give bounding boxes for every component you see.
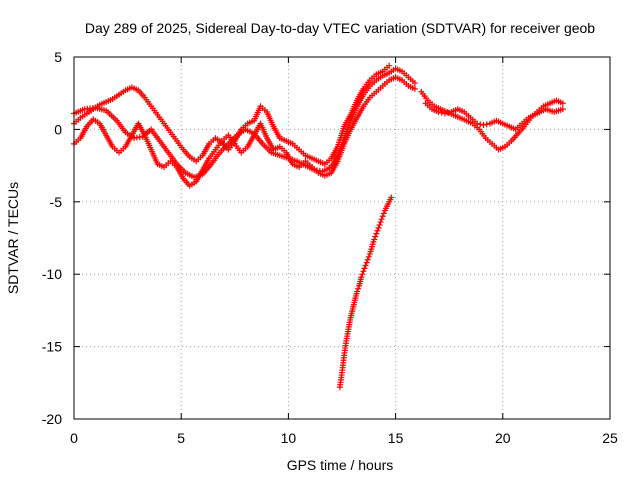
data-point: [411, 80, 418, 87]
data-point: [474, 120, 481, 127]
data-point: [373, 230, 380, 237]
plot-frame: [73, 56, 611, 420]
data-point-interp: [355, 285, 362, 292]
x-tick-label: 0: [70, 430, 78, 446]
x-axis-label: GPS time / hours: [287, 457, 394, 473]
data-point: [435, 109, 442, 116]
data-point: [386, 62, 393, 69]
data-point-interp: [365, 253, 372, 260]
data-point-interp: [376, 221, 383, 228]
y-tick-label: -20: [42, 411, 62, 427]
y-tick-label: -5: [50, 194, 63, 210]
x-tick-label: 5: [177, 430, 185, 446]
data-point-interp: [374, 227, 381, 234]
grid-lines: [74, 57, 610, 419]
chart-title: Day 289 of 2025, Sidereal Day-to-day VTE…: [85, 20, 595, 36]
data-point: [377, 219, 384, 226]
data-point-interp: [378, 216, 385, 223]
data-point-interp: [483, 121, 490, 128]
data-point: [388, 194, 395, 201]
x-tick-label: 10: [281, 430, 297, 446]
data-point: [358, 274, 365, 281]
data-points: [71, 62, 566, 391]
y-tick-label: -15: [42, 339, 62, 355]
data-point: [480, 122, 487, 129]
data-point: [441, 110, 448, 117]
y-axis-label: SDTVAR / TECUs: [5, 182, 21, 294]
data-point: [371, 236, 378, 243]
data-point: [559, 106, 566, 113]
data-point: [364, 256, 371, 263]
data-point-interp: [372, 233, 379, 240]
data-point: [360, 268, 367, 275]
x-tick-label: 25: [602, 430, 618, 446]
data-point: [354, 288, 361, 295]
data-point-interp: [359, 271, 366, 278]
x-tick-label: 20: [495, 430, 511, 446]
data-point: [379, 213, 386, 220]
y-tick-label: 5: [54, 49, 62, 65]
data-point: [362, 262, 369, 269]
y-tick-label: 0: [54, 121, 62, 137]
data-point-interp: [477, 121, 484, 128]
data-point-interp: [361, 265, 368, 272]
data-point-interp: [363, 259, 370, 266]
y-tick-label: -10: [42, 266, 62, 282]
x-tick-label: 15: [388, 430, 404, 446]
data-point: [375, 224, 382, 231]
data-point: [559, 100, 566, 107]
data-point-interp: [438, 109, 445, 116]
data-point: [411, 85, 418, 92]
data-point-interp: [380, 210, 387, 217]
axis-ticks: 0 5 10 15 20 25 -20 -15 -10 -5 0 5: [42, 49, 618, 446]
data-point-interp: [445, 109, 452, 116]
